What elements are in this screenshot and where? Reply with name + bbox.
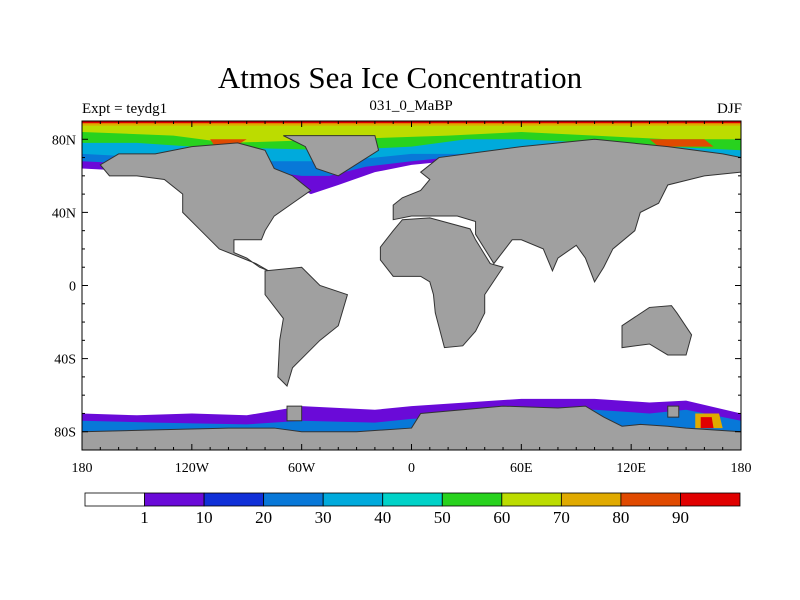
colorbar-swatch [84,492,145,507]
land-eurasia [392,138,741,283]
y-tick-label: 80S [54,426,76,441]
x-tick-label: 120W [175,461,210,476]
land-south-america [264,266,349,387]
period-label: 031_0_MaBP [369,98,453,114]
colorbar-swatch [144,492,205,507]
map-title: Atmos Sea Ice Concentration [217,60,583,95]
x-tick-label: 60E [510,461,533,476]
land-australia [621,305,693,356]
ice-ross-90 [700,417,714,429]
colorbar-label: 80 [612,508,629,527]
experiment-label: Expt = teydg1 [82,101,168,117]
land-antarctic-peninsula [286,405,303,422]
x-tick-label: 180 [731,461,752,476]
x-tick-label: 120E [616,461,646,476]
y-tick-label: 40S [54,353,76,368]
colorbar-swatch [322,492,384,507]
land-africa [379,217,504,349]
colorbar-label: 90 [672,508,689,527]
land-greenland [283,135,380,177]
land-antarctica [82,405,741,450]
colorbar-label: 1 [140,508,149,527]
season-label: DJF [716,101,742,117]
colorbar-label: 10 [196,508,213,527]
colorbar-swatch [680,492,741,507]
colorbar-swatch [501,492,562,507]
colorbar-label: 50 [434,508,451,527]
map-layers [82,121,741,450]
y-tick-label: 80N [52,133,76,148]
colorbar-swatch [560,492,622,507]
colorbar-label: 60 [493,508,510,527]
colorbar-label: 40 [374,508,391,527]
colorbar-swatch [620,492,681,507]
colorbar-swatch [203,492,265,507]
ice-patch-siberia-80 [649,139,714,147]
colorbar-swatch [382,492,443,507]
y-tick-label: 40N [52,206,76,221]
colorbar-label: 70 [553,508,570,527]
land-new-zealand [667,405,680,418]
colorbar-label: 20 [255,508,272,527]
colorbar-swatch [441,492,503,507]
y-tick-label: 0 [69,280,76,295]
x-tick-label: 0 [408,461,415,476]
colorbar-swatch [263,492,324,507]
x-tick-label: 180 [72,461,93,476]
ice-arctic-70 [82,121,741,143]
x-tick-label: 60W [288,461,316,476]
land-north-america [99,142,312,272]
colorbar-label: 30 [315,508,332,527]
